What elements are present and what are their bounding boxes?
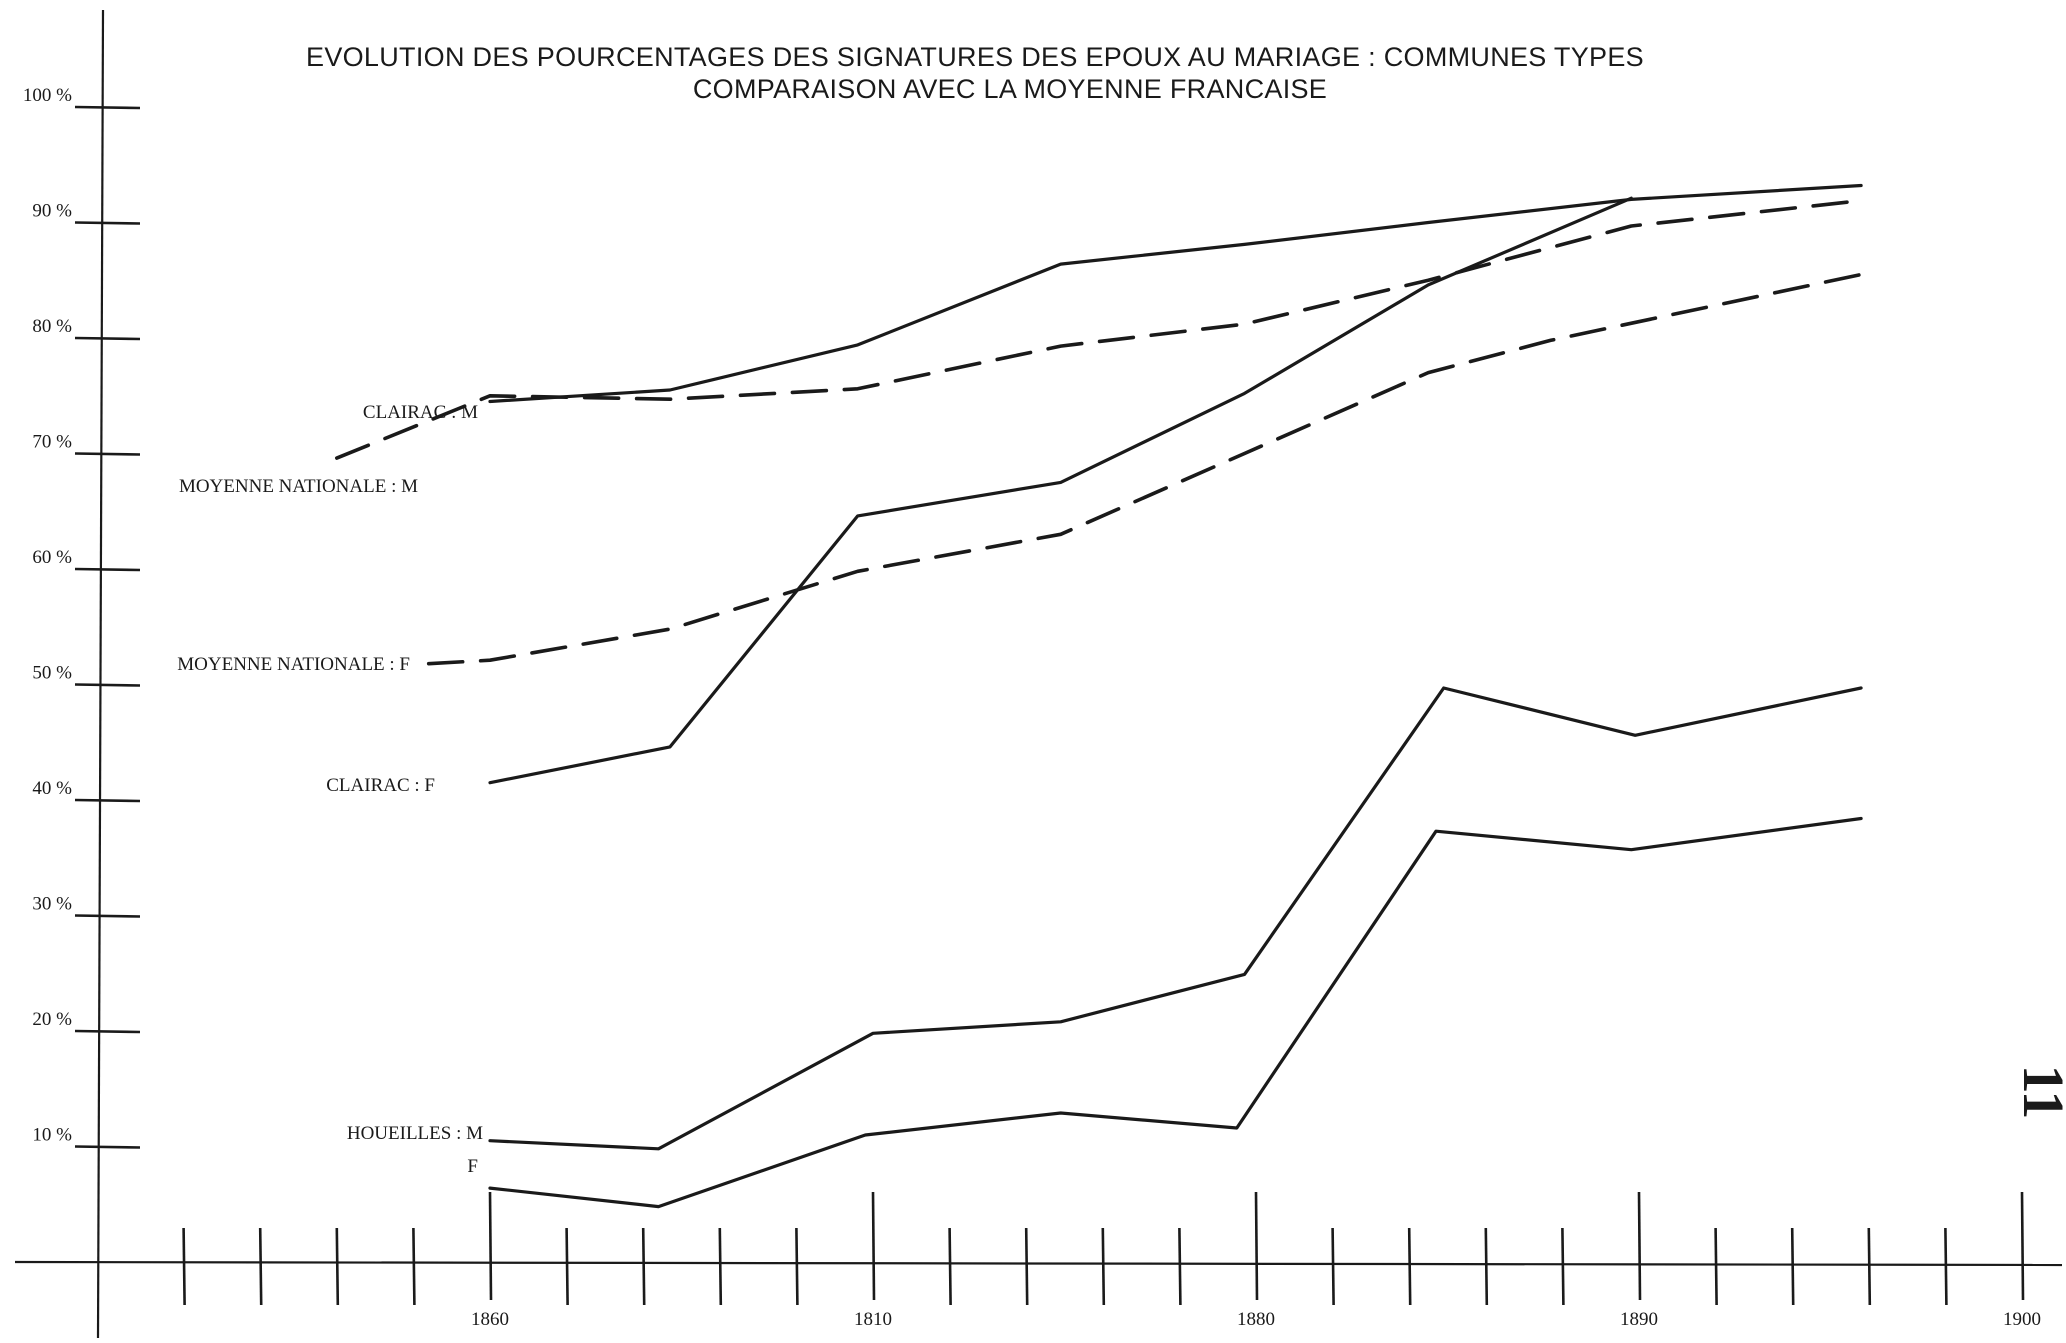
x-minor-tick xyxy=(718,1227,723,1306)
x-minor-tick xyxy=(1867,1227,1872,1306)
x-tick-label: 1890 xyxy=(1620,1309,1658,1330)
x-minor-tick xyxy=(1101,1227,1106,1306)
series-label: MOYENNE NATIONALE : F xyxy=(177,654,410,675)
x-minor-tick xyxy=(1484,1227,1489,1306)
y-tick-label: 30 % xyxy=(32,894,72,915)
series-line-3 xyxy=(426,272,1863,666)
x-minor-tick xyxy=(1024,1227,1029,1306)
y-tick-label: 90 % xyxy=(32,201,72,222)
x-major-tick xyxy=(1254,1191,1259,1301)
series-label: HOUEILLES : M xyxy=(347,1123,483,1144)
series-line-6 xyxy=(488,816,1863,1209)
page-number: 11 xyxy=(2011,1065,2066,1120)
y-tick-mark xyxy=(74,914,141,918)
x-major-tick xyxy=(1637,1191,1642,1301)
x-tick-label: 1900 xyxy=(2003,1309,2041,1330)
series-label: F xyxy=(467,1156,478,1177)
x-major-tick xyxy=(871,1191,876,1301)
series-lines xyxy=(334,183,1863,1209)
y-tick-mark xyxy=(74,221,141,225)
x-minor-tick xyxy=(565,1227,569,1306)
series-line-1 xyxy=(488,183,1863,404)
x-major-tick xyxy=(2020,1191,2025,1301)
y-tick-label: 10 % xyxy=(32,1125,72,1146)
chart-subtitle: COMPARAISON AVEC LA MOYENNE FRANCAISE xyxy=(693,74,1327,104)
y-tick-mark xyxy=(74,798,141,803)
x-tick-label: 1860 xyxy=(471,1309,509,1330)
x-minor-tick xyxy=(1790,1227,1795,1306)
y-tick-mark xyxy=(74,336,141,341)
y-tick-label: 70 % xyxy=(32,432,72,453)
y-tick-mark xyxy=(74,567,141,572)
y-tick-mark xyxy=(74,1029,141,1034)
x-tick-label: 1810 xyxy=(854,1309,892,1330)
x-minor-tick xyxy=(948,1227,952,1306)
x-minor-tick xyxy=(1407,1227,1412,1306)
x-minor-tick xyxy=(1714,1227,1718,1306)
x-minor-tick xyxy=(1331,1227,1335,1306)
y-tick-label: 100 % xyxy=(23,85,72,106)
y-tick-label: 80 % xyxy=(32,316,72,337)
y-axis xyxy=(96,9,105,1339)
y-tick-label: 40 % xyxy=(32,778,72,799)
series-line-2 xyxy=(334,198,1863,460)
x-minor-tick xyxy=(641,1227,646,1306)
x-minor-tick xyxy=(795,1227,799,1306)
x-minor-tick xyxy=(182,1227,186,1306)
y-tick-mark xyxy=(74,1145,141,1149)
series-line-5 xyxy=(488,686,1863,1151)
y-tick-label: 20 % xyxy=(32,1009,72,1030)
y-tick-label: 50 % xyxy=(32,663,72,684)
x-minor-tick xyxy=(1944,1227,1948,1306)
series-label: CLAIRAC : F xyxy=(326,775,435,796)
x-major-tick xyxy=(488,1191,493,1301)
x-axis xyxy=(14,1260,2063,1267)
y-tick-mark xyxy=(74,452,141,456)
x-minor-tick xyxy=(258,1227,263,1306)
y-tick-mark xyxy=(74,683,141,687)
series-labels: CLAIRAC : M MOYENNE NATIONALE : M MOYENNE … xyxy=(177,402,483,1177)
y-ticks: 10 % 20 % 30 % 40 % 50 % 60 % 70 % 80 % 90 % 100 … xyxy=(23,85,141,1149)
y-tick-label: 60 % xyxy=(32,547,72,568)
x-tick-label: 1880 xyxy=(1237,1309,1275,1330)
x-minor-tick xyxy=(1561,1227,1565,1306)
y-tick-mark xyxy=(74,105,141,110)
x-minor-tick xyxy=(412,1227,416,1306)
x-ticks: 1860 1810 1880 1890 1900 xyxy=(182,1191,2041,1330)
series-label: CLAIRAC : M xyxy=(363,402,478,423)
series-line-4 xyxy=(488,196,1633,785)
chart-title: EVOLUTION DES POURCENTAGES DES SIGNATURE… xyxy=(306,42,1644,72)
x-minor-tick xyxy=(335,1227,340,1306)
x-minor-tick xyxy=(1178,1227,1182,1306)
series-label: MOYENNE NATIONALE : M xyxy=(179,476,418,497)
